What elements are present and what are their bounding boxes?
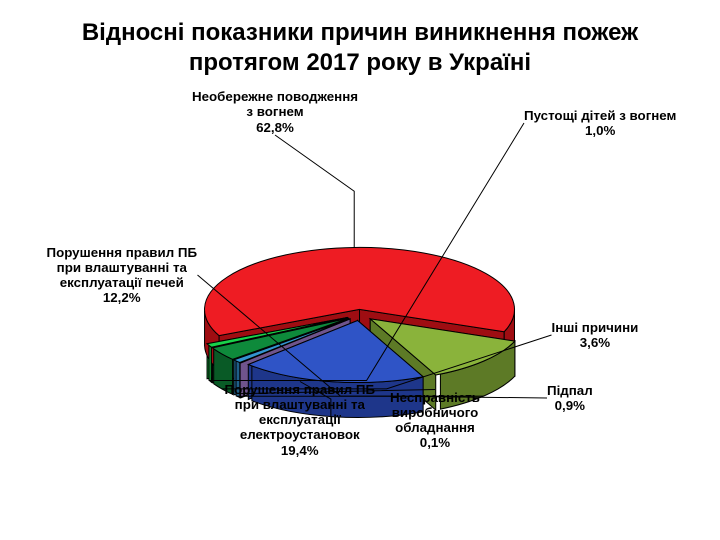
slice-label: Пустощі дітей з вогнем 1,0% <box>524 108 676 139</box>
slice-label: Інші причини 3,6% <box>552 320 639 351</box>
slice-side <box>209 345 212 382</box>
slice-label: Порушення правил ПБ при влаштуванні та е… <box>225 382 376 459</box>
slice-label: Порушення правил ПБ при влаштуванні та е… <box>47 245 198 306</box>
page-title: Відносні показники причин виникнення пож… <box>0 18 720 78</box>
page: Відносні показники причин виникнення пож… <box>0 0 720 540</box>
slice-label: Несправність виробничого обладнання 0,1% <box>390 390 480 451</box>
slice-label: Підпал 0,9% <box>547 383 593 414</box>
leader-line <box>275 135 354 247</box>
slice-label: Необережне поводження з вогнем 62,8% <box>192 89 358 135</box>
pie-chart: Необережне поводження з вогнем 62,8% Пору… <box>0 90 720 510</box>
